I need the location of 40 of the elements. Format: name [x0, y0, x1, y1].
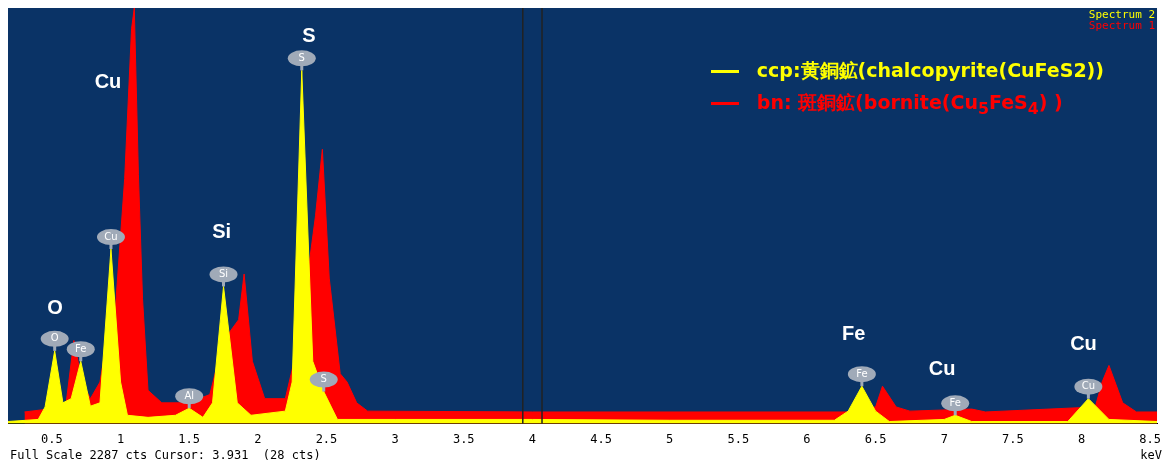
x-tick-label: 1: [116, 431, 125, 446]
x-tick-label: 7.5: [1002, 431, 1024, 446]
x-tick-label: 2: [254, 431, 262, 446]
annotation: Cu: [1081, 380, 1096, 392]
x-tick-label: 8: [1077, 431, 1086, 446]
x-tick-label: 4: [528, 431, 537, 446]
annotation: O: [47, 295, 63, 318]
annotation: Cu: [94, 70, 122, 93]
annotation: S: [302, 23, 316, 46]
x-tick-label: 4.5: [590, 431, 612, 446]
legend-label: ccp:黄銅鉱(chalcopyrite(CuFeS2)): [756, 58, 1104, 83]
annotation: Si: [212, 220, 232, 243]
x-tick-label: 6: [803, 431, 811, 446]
legend-label: bn: 斑銅鉱(bornite(Cu$_{5}$FeS$_{4}$) ): [756, 90, 1063, 118]
annotation: Fe: [75, 342, 87, 354]
x-tick-label: 2.5: [315, 431, 338, 446]
x-tick-label: 7: [940, 431, 948, 446]
x-tick-label: 5: [666, 431, 674, 446]
annotation: S: [298, 51, 305, 63]
x-axis-title: keV: [1140, 448, 1162, 463]
annotation: Cu: [104, 230, 118, 242]
annotation: Al: [184, 389, 195, 401]
annotation: Fe: [842, 322, 866, 345]
annotation: Fe: [949, 396, 961, 408]
annotation: Si: [218, 268, 229, 280]
annotation: Cu: [928, 356, 956, 379]
text: Full Scale 2287 cts Cursor: 3.931 (28 cts): [10, 448, 321, 463]
x-tick-label: 6.5: [864, 431, 887, 446]
x-tick-label: 5.5: [727, 431, 750, 446]
annotation: S: [320, 373, 327, 385]
annotation: O: [50, 332, 59, 344]
annotation: Spectrum 2: [1088, 8, 1156, 22]
x-tick-label: 1.5: [178, 431, 201, 446]
x-tick-label: 8.5: [1139, 431, 1161, 446]
x-tick-label: 3: [391, 431, 399, 446]
x-tick-label: 3.5: [452, 431, 475, 446]
annotation: Spectrum 1: [1088, 19, 1156, 33]
annotation: Cu: [1070, 331, 1097, 354]
annotation: Fe: [856, 367, 868, 379]
x-tick-label: 0.5: [41, 431, 63, 446]
